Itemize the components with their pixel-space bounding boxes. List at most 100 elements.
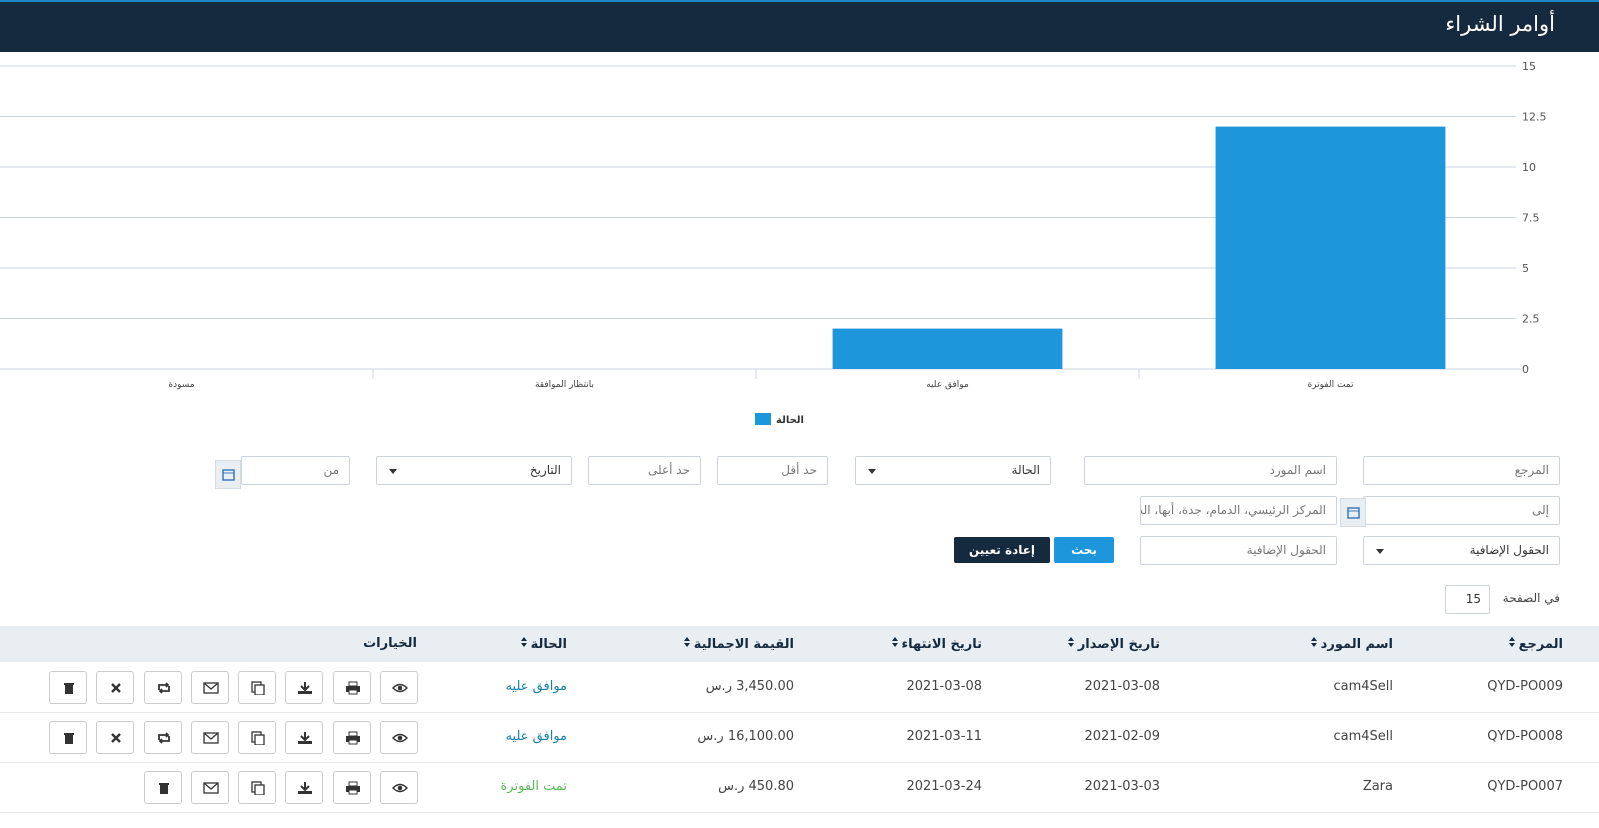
action-button[interactable] [143,721,182,754]
legend-swatch [755,413,771,425]
row-divider [0,762,1599,763]
action-icon [111,683,122,693]
table-cell[interactable]: موافق عليه [505,729,567,744]
action-button[interactable] [380,721,418,754]
action-button[interactable] [332,771,371,804]
action-button[interactable] [285,771,324,804]
sort-icon [1310,637,1317,647]
chart: 0 2.5 5 7.5 10 12.5 15 تمت الفوترة موافق عليه بان… [0,60,1547,426]
action-icon [345,681,360,695]
action-icon [298,682,313,694]
x-tick-label: بانتظار الموافقة [535,380,594,390]
sort-icon [891,637,898,647]
per-page-select[interactable]: 15 [1445,585,1490,614]
filter-field[interactable]: المركز الرئيسي، الدمام، جدة، أبها، الد [1140,496,1337,525]
column-header[interactable]: اسم المورد [1310,636,1393,652]
table-cell: 2021-03-24 [906,779,982,794]
action-button[interactable] [190,721,229,754]
filter-field[interactable]: حد أعلى [588,456,701,485]
action-button[interactable] [190,771,229,804]
table-cell: QYD-PO009 [1487,679,1563,694]
filter-field[interactable]: اسم المورد [1084,456,1337,485]
calendar-icon [222,469,235,481]
action-button[interactable] [380,771,418,804]
table-cell: cam4Sell [1333,679,1393,694]
table-cell: Zara [1362,779,1393,794]
action-icon [63,733,74,744]
action-button[interactable] [332,721,371,754]
filter-field[interactable]: الحقول الإضافية [1140,536,1337,565]
filter-field[interactable]: التاريخ [376,456,572,485]
y-tick-label: 0 [1522,363,1529,376]
action-button[interactable] [143,671,182,704]
action-button[interactable] [96,721,135,754]
y-tick-label: 12.5 [1522,111,1547,124]
column-header[interactable]: المرجع [1508,636,1563,652]
row-divider [0,712,1599,713]
y-tick-label: 7.5 [1522,212,1540,225]
action-button[interactable] [96,671,135,704]
action-icon [298,732,313,744]
action-button[interactable] [238,771,277,804]
action-icon [157,732,170,744]
action-button[interactable] [238,671,277,704]
action-button[interactable] [285,671,324,704]
column-header[interactable]: تاريخ الإصدار [1067,636,1160,652]
column-header[interactable]: الحالة [520,636,567,652]
action-icon [157,682,170,694]
column-header[interactable]: تاريخ الانتهاء [891,636,982,652]
action-icon [203,682,219,694]
column-header[interactable]: القيمة الاجمالية [683,636,794,652]
calendar-addon[interactable] [1340,498,1366,527]
y-tick-label: 15 [1522,60,1536,73]
action-icon [63,683,74,694]
filter-field[interactable]: الحالة [855,456,1051,485]
action-icon [158,783,169,794]
calendar-addon[interactable] [215,460,241,489]
legend-label: الحالة [776,415,804,426]
x-tick-label: موافق عليه [926,380,969,390]
table-cell: QYD-PO007 [1487,779,1563,794]
page-title: أوامر الشراء [1445,12,1555,36]
table-cell: 450.80 ر.س [718,779,794,794]
table-cell: 2021-02-09 [1084,729,1160,744]
table-cell: 16,100.00 ر.س [697,729,794,744]
action-button[interactable] [48,671,87,704]
filter-field[interactable]: المرجع [1363,456,1560,485]
table-cell: cam4Sell [1333,729,1393,744]
y-tick-label: 10 [1522,161,1536,174]
bar [832,328,1063,369]
y-tick-label: 5 [1522,262,1529,275]
filter-field[interactable]: إلى [1363,496,1560,525]
filter-field[interactable]: من [241,456,350,485]
sort-icon [683,637,690,647]
action-button[interactable] [238,721,277,754]
x-tick-label: تمت الفوترة [1307,380,1354,390]
filter-field[interactable]: الحقول الإضافية [1363,536,1560,565]
action-button[interactable] [48,721,87,754]
action-button[interactable] [380,671,418,704]
action-button[interactable] [143,771,182,804]
table-cell: 3,450.00 ر.س [705,679,794,694]
search-button[interactable]: بحث [1054,537,1114,563]
table-cell[interactable]: موافق عليه [505,679,567,694]
table-cell[interactable]: تمت الفوترة [500,779,568,794]
table-cell: 2021-03-08 [906,679,982,694]
action-icon [251,681,265,695]
action-icon [203,732,219,744]
table-cell: 2021-03-08 [1084,679,1160,694]
action-button[interactable] [332,671,371,704]
action-button[interactable] [285,721,324,754]
sort-icon [1508,637,1515,647]
reset-button[interactable]: إعادة تعيين [954,537,1050,563]
y-tick-label: 2.5 [1522,313,1540,326]
action-icon [203,782,219,794]
header-bar [0,0,1599,52]
action-icon [345,781,360,795]
per-page-label: في الصفحة [1502,591,1560,605]
column-header: الخيارات [363,636,417,651]
filter-field[interactable]: حد أقل [717,456,828,485]
action-button[interactable] [190,671,229,704]
calendar-icon [1347,507,1360,519]
